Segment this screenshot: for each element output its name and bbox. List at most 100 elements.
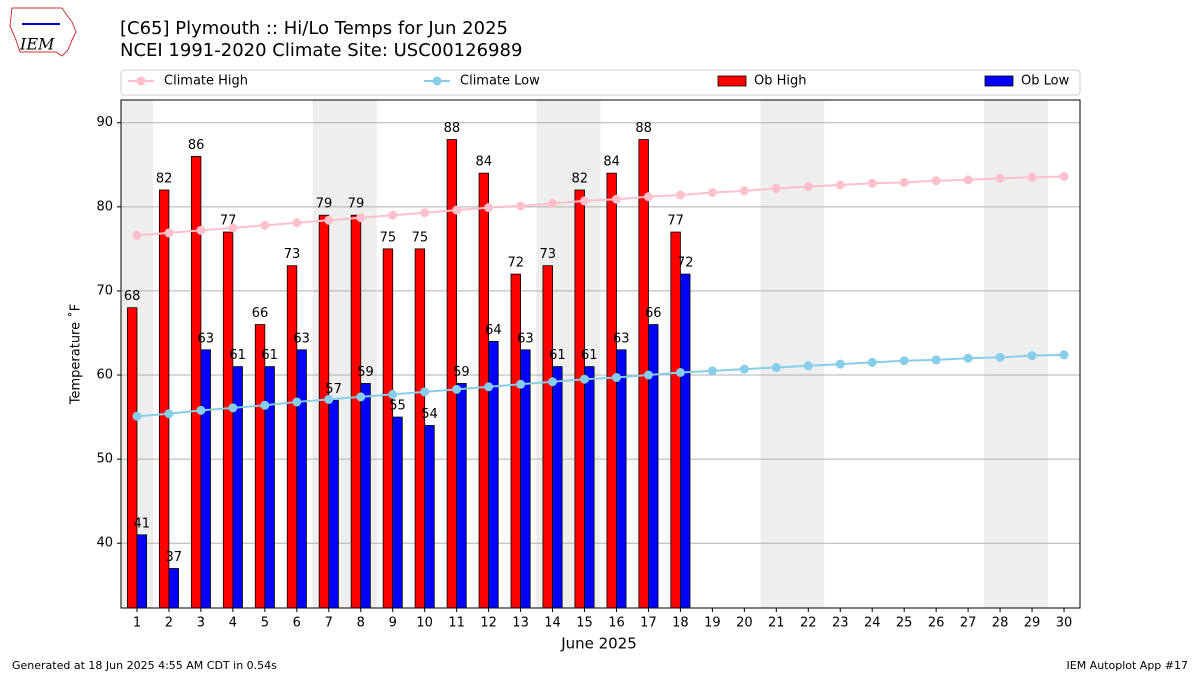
value-label: 79: [316, 197, 333, 212]
value-label: 63: [293, 331, 310, 346]
bar: [232, 366, 243, 609]
x-tick-label: 24: [864, 616, 881, 631]
x-tick-label: 30: [1056, 616, 1073, 631]
value-label: 55: [389, 399, 406, 414]
point: [771, 183, 781, 193]
x-tick-label: 27: [960, 616, 977, 631]
point: [452, 205, 462, 215]
bar: [510, 273, 521, 609]
bar: [456, 383, 467, 609]
value-label: 84: [476, 155, 493, 170]
point: [132, 411, 142, 421]
weekend-shade: [760, 100, 793, 608]
x-tick-label: 16: [608, 616, 625, 631]
y-tick-label: 50: [96, 452, 113, 467]
value-label: 75: [412, 230, 429, 245]
bar: [200, 349, 211, 609]
value-label: 79: [348, 197, 365, 212]
bar: [382, 248, 394, 609]
x-tick-label: 28: [992, 616, 1009, 631]
footer-left: Generated at 18 Jun 2025 4:55 AM CDT in …: [12, 659, 277, 672]
bar: [328, 399, 339, 609]
legend-label: Ob Low: [1021, 74, 1070, 89]
value-label: 59: [357, 365, 374, 380]
point: [1027, 172, 1037, 182]
value-label: 82: [571, 171, 588, 186]
point: [260, 400, 270, 410]
point: [164, 409, 174, 419]
legend-label: Ob High: [754, 74, 807, 89]
value-label: 63: [517, 331, 534, 346]
x-tick-label: 26: [928, 616, 945, 631]
bar: [350, 214, 362, 609]
point: [803, 361, 813, 371]
point: [963, 353, 973, 363]
point: [580, 374, 590, 384]
bar: [414, 248, 426, 609]
bar: [584, 366, 595, 609]
x-tick-label: 12: [480, 616, 497, 631]
value-label: 61: [229, 348, 246, 363]
point: [292, 218, 302, 228]
bar: [648, 324, 659, 609]
legend-patch: [717, 75, 747, 87]
value-label: 41: [134, 516, 151, 531]
point: [388, 389, 398, 399]
bar: [670, 231, 681, 609]
point: [963, 175, 973, 185]
point: [995, 173, 1005, 183]
legend-box: [120, 69, 1081, 96]
value-label: 54: [421, 407, 438, 422]
x-tick-label: 7: [325, 616, 333, 631]
value-label: 61: [549, 348, 566, 363]
y-tick-label: 40: [96, 536, 113, 551]
value-label: 37: [165, 550, 182, 565]
legend-marker: [432, 76, 442, 86]
point: [835, 359, 845, 369]
value-label: 72: [677, 256, 694, 271]
x-tick-label: 14: [544, 616, 561, 631]
value-label: 59: [453, 365, 470, 380]
point: [516, 379, 526, 389]
x-tick-label: 19: [704, 616, 721, 631]
point: [132, 230, 142, 240]
bar: [190, 155, 202, 609]
point: [867, 178, 877, 188]
point: [803, 182, 813, 192]
bar: [296, 349, 307, 609]
plot-frame: [120, 99, 1081, 609]
value-label: 72: [508, 256, 525, 271]
x-tick-label: 22: [800, 616, 817, 631]
value-label: 77: [667, 214, 684, 229]
value-label: 75: [380, 230, 397, 245]
value-label: 88: [444, 121, 461, 136]
point: [292, 397, 302, 407]
bar: [126, 307, 138, 609]
bar: [286, 265, 298, 609]
point: [196, 405, 206, 415]
x-tick-label: 10: [416, 616, 433, 631]
value-label: 88: [635, 121, 652, 136]
chart-title: [C65] Plymouth :: Hi/Lo Temps for Jun 20…: [120, 18, 508, 39]
x-tick-label: 9: [389, 616, 397, 631]
point: [548, 198, 558, 208]
value-label: 84: [603, 155, 620, 170]
x-tick-label: 2: [165, 616, 173, 631]
point: [675, 368, 685, 378]
point: [420, 208, 430, 218]
bar: [168, 568, 179, 609]
point: [675, 190, 685, 200]
point: [228, 403, 238, 413]
point: [420, 387, 430, 397]
weekend-shade: [792, 100, 825, 608]
point: [739, 364, 749, 374]
point: [739, 186, 749, 196]
point: [1027, 351, 1037, 361]
value-label: 68: [124, 289, 141, 304]
x-tick-label: 21: [768, 616, 785, 631]
point: [643, 370, 653, 380]
point: [771, 362, 781, 372]
x-tick-label: 8: [357, 616, 365, 631]
x-tick-label: 23: [832, 616, 849, 631]
